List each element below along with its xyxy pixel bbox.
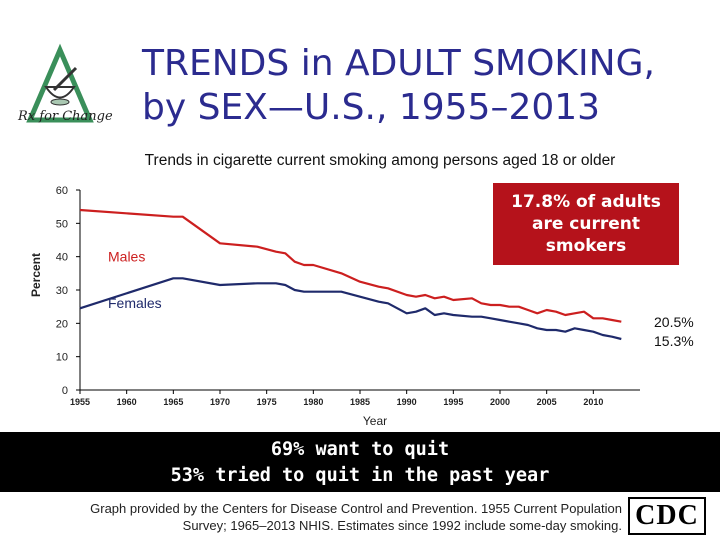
source-credit: Graph provided by the Centers for Diseas…: [30, 500, 622, 534]
x-tick-label: 1970: [210, 397, 230, 407]
x-tick-label: 1995: [443, 397, 463, 407]
x-tick-label: 2005: [537, 397, 557, 407]
y-tick-label: 0: [62, 385, 68, 397]
y-tick-label: 60: [56, 185, 68, 197]
x-tick-label: 1960: [117, 397, 137, 407]
cdc-logo: CDC: [628, 497, 706, 535]
y-tick-label: 30: [56, 285, 68, 297]
x-tick-label: 1990: [397, 397, 417, 407]
x-tick-label: 2010: [583, 397, 603, 407]
x-tick-label: 1975: [257, 397, 277, 407]
chart-title: Trends in cigarette current smoking amon…: [144, 152, 616, 169]
males-end-value: 20.5%: [654, 314, 694, 330]
x-tick-label: 1980: [303, 397, 323, 407]
x-axis-title: Year: [363, 414, 387, 428]
series-line-males: [79, 208, 622, 323]
y-tick-label: 20: [56, 318, 68, 330]
y-tick-label: 50: [56, 218, 68, 230]
callout-box: 17.8% of adults are current smokers: [493, 183, 679, 265]
x-tick-label: 1965: [163, 397, 183, 407]
page-title: TRENDS in ADULT SMOKING, by SEX—U.S., 19…: [142, 42, 702, 130]
callout-line-2: are current: [531, 214, 640, 234]
credit-line-2: Survey; 1965–2013 NHIS. Estimates since …: [182, 518, 622, 533]
series-label-males: Males: [108, 249, 145, 265]
callout-line-1: 17.8% of adults: [511, 192, 661, 212]
y-tick-label: 10: [56, 352, 68, 364]
x-tick-label: 1955: [70, 397, 90, 407]
title-line-1: TRENDS in ADULT SMOKING,: [142, 43, 655, 84]
series-label-females: Females: [108, 295, 162, 311]
y-axis-title: Percent: [29, 253, 43, 297]
title-line-2: by SEX—U.S., 1955–2013: [142, 87, 601, 128]
x-tick-label: 2000: [490, 397, 510, 407]
smoking-trend-chart: 0 10 20 30 40 50 60 1955 1960 1965 1970 1975 1980 198…: [29, 185, 640, 428]
callout-line-3: smokers: [545, 236, 627, 256]
logo-text: Rx for Change: [17, 109, 113, 124]
quit-stats-banner: 69% want to quit 53% tried to quit in th…: [0, 432, 720, 492]
rx-for-change-logo: Rx for Change: [12, 42, 142, 132]
females-end-value: 15.3%: [654, 333, 694, 349]
series-line-females: [79, 277, 622, 341]
y-tick-label: 40: [56, 252, 68, 264]
banner-line-2: 53% tried to quit in the past year: [170, 465, 550, 486]
credit-line-1: Graph provided by the Centers for Diseas…: [90, 501, 622, 516]
x-tick-label: 1985: [350, 397, 370, 407]
banner-line-1: 69% want to quit: [270, 439, 450, 460]
